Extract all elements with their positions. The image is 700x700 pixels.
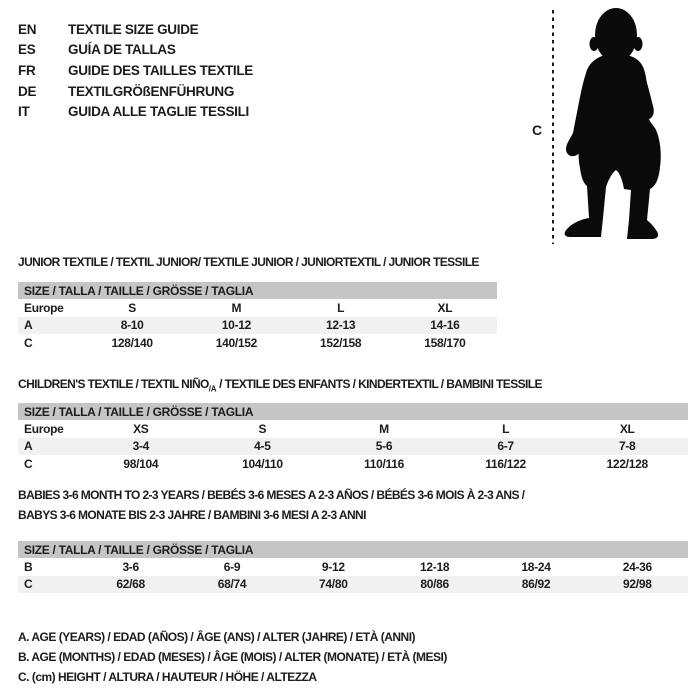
table-row: Europe S M L XL [18,299,497,317]
guide-title: GUIDA ALLE TAGLIE TESSILI [68,104,249,120]
table-row: A 3-4 4-5 5-6 6-7 7-8 [18,437,688,455]
cell: 12-13 [288,316,393,334]
language-code: ES [18,42,36,58]
row-label: C [24,456,33,471]
cell: 10-12 [184,316,289,334]
cell: XL [619,421,635,436]
cell: 8-10 [80,316,185,334]
height-measure-dashed-line [552,10,554,244]
legend-notes: A. AGE (YEARS) / EDAD (AÑOS) / ÂGE (ANS)… [18,627,447,687]
cell: 6-7 [444,437,567,455]
guide-title: TEXTILE SIZE GUIDE [68,21,199,37]
table-row: B 3-6 6-9 9-12 12-18 18-24 24-36 [18,558,688,576]
cell: 14-16 [392,316,497,334]
row-label: A [18,316,80,334]
note-age-months: B. AGE (MONTHS) / EDAD (MESES) / ÂGE (MO… [18,650,447,664]
table-row: A 8-10 10-12 12-13 14-16 [18,316,497,334]
cell: S [258,421,267,436]
list-item: ES GUÍA DE TALLAS [18,40,253,61]
cell: 152/158 [319,335,362,350]
guide-title: TEXTILGRÖßENFÜHRUNG [68,83,235,99]
list-item: FR GUIDE DES TAILLES TEXTILE [18,60,253,81]
toddler-silhouette-icon [564,8,661,239]
cell: 110/116 [364,456,404,471]
cell: 62/68 [80,575,182,593]
row-label: Europe [24,300,64,315]
table-row: C 98/104 104/110 110/116 116/122 122/128 [18,455,688,473]
cell: 86/92 [485,575,587,593]
children-size-table: SIZE / TALLA / TAILLE / GRÖSSE / TAGLIA … [18,403,688,473]
cell: 80/86 [383,575,486,593]
table-header-row: SIZE / TALLA / TAILLE / GRÖSSE / TAGLIA [18,282,497,299]
height-measure-label: C [531,122,543,138]
children-title-part1: CHILDREN'S TEXTILE / TEXTIL NIÑO [18,377,209,391]
cell: 4-5 [201,437,324,455]
table-header-row: SIZE / TALLA / TAILLE / GRÖSSE / TAGLIA [18,541,688,558]
cell: 116/122 [485,456,526,471]
language-code: EN [18,21,37,37]
row-label: C [24,335,33,350]
children-section-title: CHILDREN'S TEXTILE / TEXTIL NIÑO/A / TEX… [18,374,542,399]
cell: 3-4 [80,437,202,455]
cell: 6-9 [223,559,241,574]
list-item: DE TEXTILGRÖßENFÜHRUNG [18,81,253,102]
babies-section-title: BABIES 3-6 MONTH TO 2-3 YEARS / BEBÉS 3-… [18,485,525,525]
junior-section-title: JUNIOR TEXTILE / TEXTIL JUNIOR/ TEXTILE … [18,255,479,269]
cell: 18-24 [521,559,551,574]
babies-size-table: SIZE / TALLA / TAILLE / GRÖSSE / TAGLIA … [18,541,688,593]
note-height-cm: C. (cm) HEIGHT / ALTURA / HAUTEUR / HÖHE… [18,670,317,684]
note-age-years: A. AGE (YEARS) / EDAD (AÑOS) / ÂGE (ANS)… [18,630,416,644]
list-item: EN TEXTILE SIZE GUIDE [18,19,253,40]
cell: 5-6 [323,437,445,455]
language-code: DE [18,83,37,99]
guide-title: GUIDE DES TAILLES TEXTILE [68,62,254,78]
cell: L [502,421,510,436]
table-row: C 128/140 140/152 152/158 158/170 [18,334,497,352]
row-label: C [18,575,80,593]
babies-title-line2: BABYS 3-6 MONATE BIS 2-3 JAHRE / BAMBINI… [18,508,366,522]
row-label: Europe [24,421,64,436]
cell: 98/104 [123,456,159,471]
cell: M [231,300,242,315]
cell: 74/80 [282,575,384,593]
cell: 3-6 [122,559,139,574]
cell: 158/170 [424,335,466,350]
children-title-subscript: /A [208,384,217,394]
size-header-label: SIZE / TALLA / TAILLE / GRÖSSE / TAGLIA [18,541,688,558]
table-row: C 62/68 68/74 74/80 80/86 86/92 92/98 [18,575,688,593]
cell: XS [133,421,149,436]
children-title-part2: / TEXTILE DES ENFANTS / KINDERTEXTIL / B… [216,377,542,391]
language-code: IT [18,104,30,120]
junior-size-table: SIZE / TALLA / TAILLE / GRÖSSE / TAGLIA … [18,282,497,352]
cell: 9-12 [321,559,345,574]
size-header-label: SIZE / TALLA / TAILLE / GRÖSSE / TAGLIA [18,282,497,299]
row-label: B [24,559,33,574]
cell: 7-8 [566,437,688,455]
cell: M [379,421,389,436]
cell: 104/110 [242,456,283,471]
cell: 12-18 [420,559,450,574]
cell: XL [437,300,453,315]
cell: 68/74 [181,575,283,593]
cell: 128/140 [111,335,153,350]
cell: 122/128 [606,456,649,471]
language-code: FR [18,62,36,78]
cell: 24-36 [622,559,653,574]
table-header-row: SIZE / TALLA / TAILLE / GRÖSSE / TAGLIA [18,403,688,420]
row-label: A [18,437,80,455]
cell: 92/98 [586,575,688,593]
table-row: Europe XS S M L XL [18,420,688,438]
language-title-list: EN TEXTILE SIZE GUIDE ES GUÍA DE TALLAS … [18,19,253,122]
guide-title: GUÍA DE TALLAS [68,42,176,58]
cell: 140/152 [215,335,258,350]
cell: L [337,300,345,315]
size-header-label: SIZE / TALLA / TAILLE / GRÖSSE / TAGLIA [18,403,688,420]
cell: S [128,300,136,315]
babies-title-line1: BABIES 3-6 MONTH TO 2-3 YEARS / BEBÉS 3-… [18,488,525,502]
list-item: IT GUIDA ALLE TAGLIE TESSILI [18,101,253,122]
